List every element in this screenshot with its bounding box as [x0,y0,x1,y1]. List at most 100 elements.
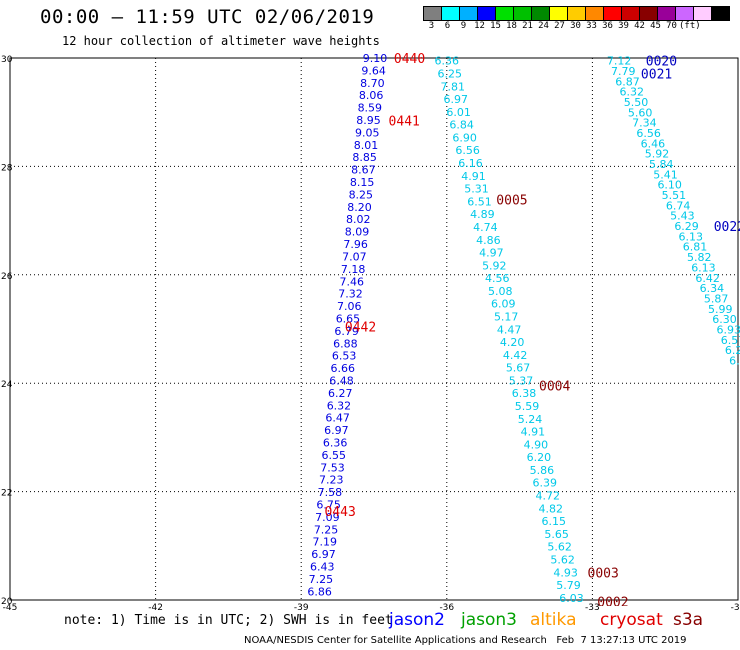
wave-height-point: 8.06 [359,89,384,102]
wave-height-point: 6.39 [533,477,558,490]
wave-height-point: 9.05 [355,126,380,139]
wave-height-point: 5.87 [704,292,729,305]
wave-height-point: 6.86 [307,585,332,598]
color-scale-label: 30 [570,21,581,31]
wave-height-point: 6.65 [336,312,361,325]
color-scale-label: 6 [444,21,451,31]
wave-height-point: 5.86 [530,464,555,477]
wave-height-point: 5.67 [506,362,531,375]
x-tick-label: -45 [3,603,18,613]
wave-height-point: 6.84 [449,119,474,132]
y-tick-label: 22 [1,489,12,499]
pass-label: 0442 [345,320,376,335]
pass-label: 0005 [496,193,527,208]
wave-height-point: 7.53 [320,461,345,474]
wave-height-point: 9.64 [361,64,386,77]
pass-label: 0002 [597,596,628,611]
wave-height-point: 7.18 [341,263,366,276]
wave-height-point: 6.15 [541,515,566,528]
wave-height-point: 6.53 [332,350,357,363]
wave-height-point: 8.15 [350,176,375,189]
wave-height-point: 6.10 [657,179,682,192]
wave-height-point: 4.89 [470,208,495,221]
wave-height-point: 5.79 [556,579,581,592]
y-tick-label: 30 [1,55,13,65]
wave-height-point: 5.82 [687,251,712,264]
wave-height-point: 5.24 [518,413,543,426]
legend-item-s3a: s3a [673,610,704,630]
color-scale-bar [423,6,730,21]
plot-frame [9,57,739,601]
color-scale-label: 42 [634,21,645,31]
wave-height-point: 5.99 [708,303,733,316]
wave-height-point: 4.90 [524,438,549,451]
wave-height-point: 8.20 [347,201,372,214]
color-scale-label: 24 [538,21,549,31]
wave-height-point: 6.30 [712,313,737,326]
wave-height-point: 6.48 [329,374,354,387]
wave-height-point: 6.38 [512,387,537,400]
wave-height-point: 8.02 [346,213,371,226]
wave-height-point: 6.55 [322,449,347,462]
credit-line: NOAA/NESDIS Center for Satellite Applica… [244,635,687,646]
color-scale-label: 27 [554,21,565,31]
wave-height-point: 7.19 [313,536,338,549]
wave-height-point: 5.62 [550,553,575,566]
wave-height-point: 5.65 [544,528,569,541]
wave-height-point: 6.46 [641,137,666,150]
footnote: note: 1) Time is in UTC; 2) SWH is in fe… [64,613,393,628]
wave-height-point: 6.56 [455,144,480,157]
wave-height-point: 6.13 [679,230,704,243]
wave-height-point: 6.27 [328,387,353,400]
wave-height-point: 6.97 [443,93,468,106]
wave-height-point: 7.25 [309,573,334,586]
wave-height-point: 6.57 [721,334,740,347]
color-scale-label: 39 [618,21,629,31]
wave-height-point: 8.95 [356,114,381,127]
wave-height-point: 5.51 [662,189,687,202]
wave-height-point: 5.92 [645,148,670,161]
pass-label: 0004 [539,379,570,394]
wave-height-point: 4.20 [500,336,525,349]
wave-height-point: 8.25 [349,188,374,201]
wave-height-point: 6.90 [452,131,477,144]
wave-height-point: 8.59 [358,102,383,115]
wave-height-point: 6.34 [700,282,725,295]
pass-label: 0443 [324,505,355,520]
legend-item-altika: altika [530,610,577,630]
wave-height-point: 6.56 [636,127,661,140]
color-scale-label: 18 [506,21,517,31]
color-scale-label: 3 [428,21,435,31]
y-tick-label: 24 [1,380,13,390]
wave-height-point: 5.59 [515,400,540,413]
wave-height-point: 5.37 [509,374,534,387]
wave-height-point: 5.62 [547,541,572,554]
wave-height-point: 4.91 [521,426,546,439]
wave-height-point: 4.56 [485,272,510,285]
page-subtitle: 12 hour collection of altimeter wave hei… [62,34,380,48]
legend-item-jason2: jason2 [389,610,445,630]
y-tick-label: 26 [1,272,13,282]
color-scale-label: 21 [522,21,533,31]
x-tick-label: -30 [731,603,740,613]
wave-height-point: 4.42 [503,349,528,362]
pass-label: 0003 [588,566,619,581]
color-swatch [711,6,730,21]
wave-height-point: 4.74 [473,221,498,234]
wave-height-point: 5.60 [628,106,653,119]
wave-height-point: 8.01 [354,139,379,152]
wave-height-point: 8.70 [360,77,385,90]
track-points: 9.109.648.708.068.598.959.058.018.858.67… [307,52,740,611]
wave-height-point: 7.58 [318,486,343,499]
wave-height-point: 7.34 [632,117,657,130]
wave-height-point: 7.81 [440,80,465,93]
wave-height-point: 6.13 [691,261,716,274]
wave-height-point: 9.10 [363,52,388,65]
color-scale-label: 33 [586,21,597,31]
wave-height-point: 6.74 [666,199,691,212]
wave-height-point: 6.32 [619,86,644,99]
color-scale-label: (ft) [679,21,701,31]
wave-height-point: 7.23 [319,474,344,487]
